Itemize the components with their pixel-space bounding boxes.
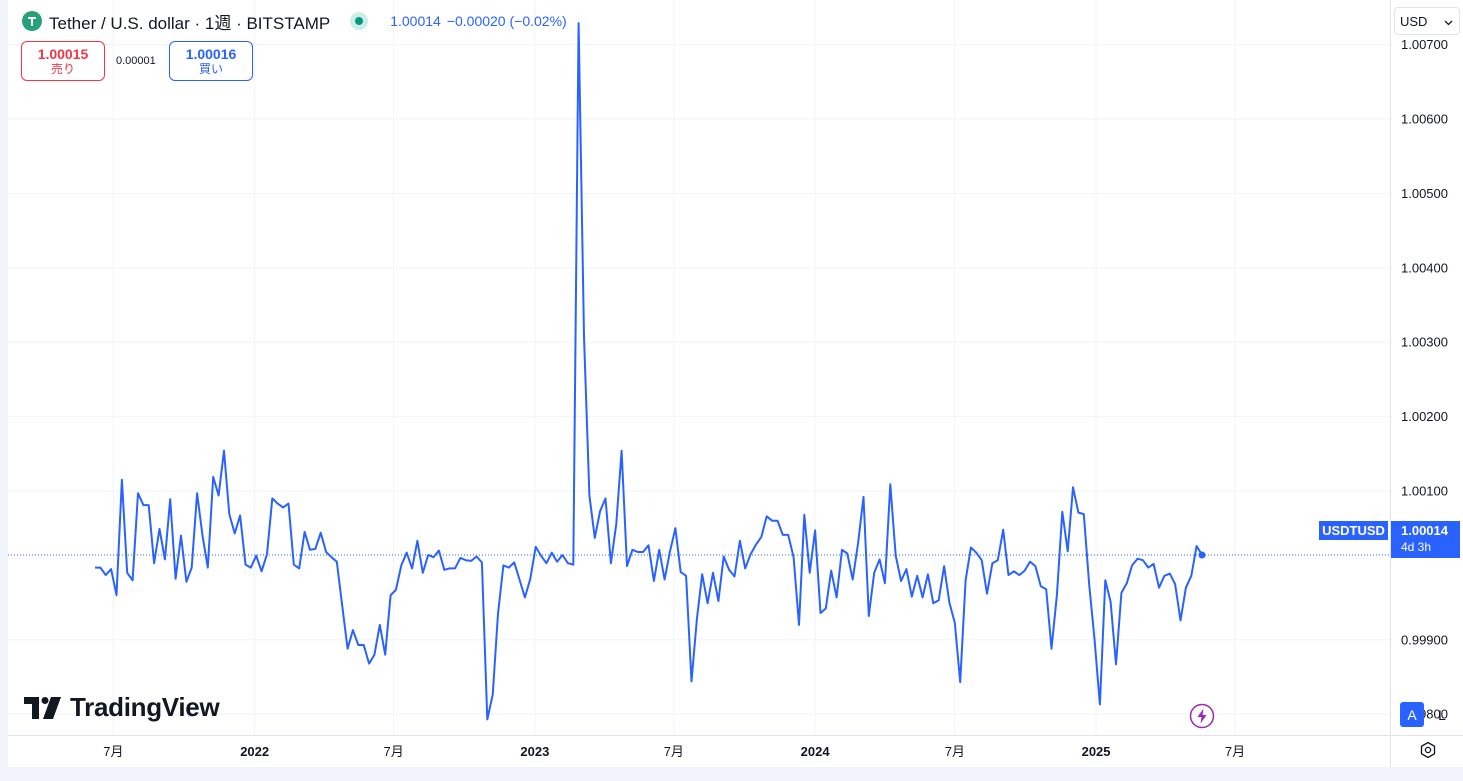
time-axis: 7月 2022 7月 2023 7月 2024 7月 2025 7月 (103, 744, 1245, 759)
legend-header: Tether / U.S. dollar · 1週 · BITSTAMP 1.0… (22, 8, 567, 34)
x-tick-label: 2023 (520, 744, 549, 759)
buy-price: 1.00016 (185, 45, 237, 62)
chevron-down-icon (1444, 14, 1453, 29)
currency-select[interactable]: USD (1394, 7, 1460, 35)
y-tick-label: 1.00400 (1401, 260, 1448, 275)
tradingview-watermark[interactable]: TradingView (24, 692, 220, 723)
chart-grid (8, 0, 1390, 735)
x-tick-label: 7月 (945, 744, 965, 759)
last-price-point (1198, 551, 1206, 559)
x-tick-label: 7月 (103, 744, 123, 759)
price-series-line (95, 22, 1203, 721)
y-tick-label: 1.00600 (1401, 112, 1448, 127)
bottom-panel-edge (0, 767, 1463, 781)
legend-last-price: 1.00014 (390, 13, 441, 29)
lightning-icon[interactable] (1189, 703, 1215, 729)
tradingview-wordmark: TradingView (70, 692, 220, 722)
price-axis: 0.998000.999001.001001.002001.003001.004… (1401, 37, 1448, 722)
bar-countdown: 4d 3h (1401, 540, 1432, 554)
x-tick-label: 7月 (1225, 744, 1245, 759)
y-tick-label: 1.00200 (1401, 409, 1448, 424)
tether-logo-icon (22, 11, 42, 31)
x-tick-label: 7月 (664, 744, 684, 759)
sell-price: 1.00015 (37, 45, 89, 62)
left-toolbar-edge (0, 0, 8, 781)
gear-icon[interactable] (1419, 741, 1437, 759)
x-tick-label: 2022 (240, 744, 269, 759)
buy-button[interactable]: 1.00016 買い (169, 41, 253, 81)
currency-value: USD (1400, 13, 1428, 29)
buy-label: 買い (198, 61, 223, 76)
y-tick-label: 1.00700 (1401, 37, 1448, 52)
x-tick-label: 7月 (384, 744, 404, 759)
symbol-title[interactable]: Tether / U.S. dollar · 1週 · BITSTAMP (49, 13, 331, 33)
y-tick-label: 0.99900 (1401, 632, 1448, 647)
market-open-dot-icon[interactable] (350, 12, 369, 30)
sell-label: 売り (50, 61, 75, 76)
last-price-value: 1.00014 (1401, 523, 1448, 538)
legend-price-change: −0.00020 (−0.02%) (446, 13, 567, 29)
sell-button[interactable]: 1.00015 売り (21, 41, 105, 81)
symbol-price-label: USDTUSD (1319, 521, 1388, 540)
tradingview-logo-icon (24, 696, 61, 719)
y-tick-label: 1.00300 (1401, 335, 1448, 350)
x-tick-label: 2024 (801, 744, 831, 759)
last-price-box: 1.00014 4d 3h (1391, 521, 1460, 558)
auto-scale-button[interactable]: A (1400, 702, 1424, 727)
log-scale-button[interactable]: L (1438, 706, 1446, 723)
y-tick-label: 1.00500 (1401, 186, 1448, 201)
y-tick-label: 1.00100 (1401, 483, 1448, 498)
x-tick-label: 2025 (1082, 744, 1111, 759)
spread-value: 0.00001 (116, 55, 156, 67)
